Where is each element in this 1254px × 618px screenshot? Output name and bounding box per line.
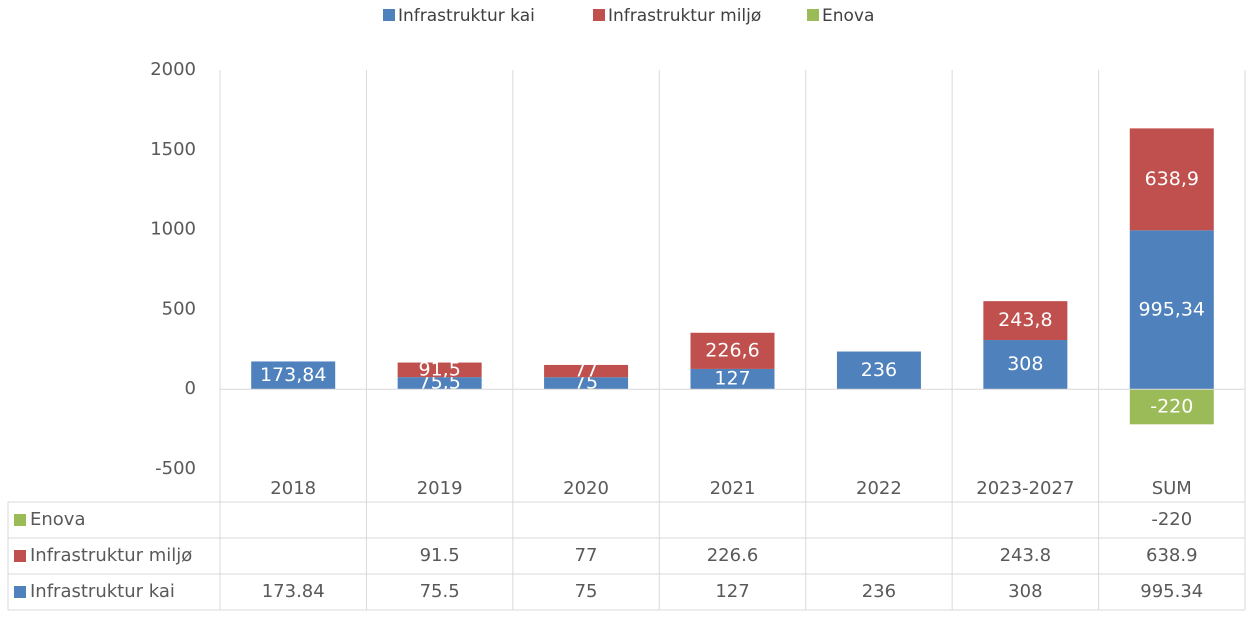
bar-segment xyxy=(1129,128,1214,231)
data-label: 77 xyxy=(574,360,598,382)
table-cell: 77 xyxy=(575,545,598,566)
bar-segment xyxy=(397,377,482,390)
table-cell: 243.8 xyxy=(1000,545,1052,566)
legend-label: Infrastruktur miljø xyxy=(608,6,761,26)
bar-segment xyxy=(690,368,775,390)
x-tick-label: 2022 xyxy=(856,478,902,499)
data-label: 995,34 xyxy=(1139,298,1205,320)
x-tick-label: 2021 xyxy=(710,478,756,499)
table-cell: -220 xyxy=(1151,509,1192,530)
table-row-label: Enova xyxy=(30,509,85,530)
y-tick-label: 1500 xyxy=(150,139,196,160)
bar-segment xyxy=(251,361,336,390)
table-row-label: Infrastruktur kai xyxy=(30,581,175,602)
bar-segment xyxy=(1129,389,1214,425)
legend-swatch xyxy=(807,9,819,21)
bar-segment xyxy=(836,351,921,390)
x-tick-label: 2018 xyxy=(270,478,316,499)
table-swatch xyxy=(14,514,26,526)
y-tick-label: -500 xyxy=(155,458,196,479)
table-swatch xyxy=(14,586,26,598)
table-cell: 995.34 xyxy=(1140,581,1203,602)
table-cell: 75.5 xyxy=(420,581,460,602)
data-label: 638,9 xyxy=(1145,168,1199,190)
table-row-label: Infrastruktur miljø xyxy=(30,545,192,566)
table-cell: 91.5 xyxy=(420,545,460,566)
data-label: 173,84 xyxy=(260,364,326,386)
bar-segment xyxy=(690,332,775,369)
x-tick-label: 2019 xyxy=(417,478,463,499)
data-label: -220 xyxy=(1150,395,1193,417)
data-label: 226,6 xyxy=(705,339,759,361)
data-label: 308 xyxy=(1007,353,1043,375)
table-cell: 638.9 xyxy=(1146,545,1198,566)
data-label: 127 xyxy=(714,368,750,390)
table-swatch xyxy=(14,550,26,562)
legend-swatch xyxy=(383,9,395,21)
x-tick-label: SUM xyxy=(1152,478,1192,499)
bar-segment xyxy=(544,377,629,390)
table-cell: 308 xyxy=(1008,581,1042,602)
data-label: 75,5 xyxy=(418,372,460,394)
bar-segment xyxy=(983,301,1068,341)
legend-label: Infrastruktur kai xyxy=(398,6,535,26)
bar-segment xyxy=(1129,230,1214,390)
table-cell: 236 xyxy=(862,581,896,602)
y-tick-label: 0 xyxy=(185,378,196,399)
table-cell: 173.84 xyxy=(262,581,325,602)
table-cell: 127 xyxy=(715,581,749,602)
table-cell: 226.6 xyxy=(707,545,759,566)
legend-swatch xyxy=(593,9,605,21)
table-cell: 75 xyxy=(575,581,598,602)
x-tick-label: 2020 xyxy=(563,478,609,499)
y-tick-label: 1000 xyxy=(150,219,196,240)
data-label: 243,8 xyxy=(998,309,1052,331)
data-label: 91,5 xyxy=(418,358,460,380)
data-label: 236 xyxy=(861,359,897,381)
bar-segment xyxy=(397,362,482,378)
y-tick-label: 500 xyxy=(162,298,196,319)
bar-segment xyxy=(983,340,1068,390)
x-tick-label: 2023-2027 xyxy=(976,478,1074,499)
bar-segment xyxy=(544,364,629,378)
y-tick-label: 2000 xyxy=(150,59,196,80)
legend-label: Enova xyxy=(822,6,874,26)
